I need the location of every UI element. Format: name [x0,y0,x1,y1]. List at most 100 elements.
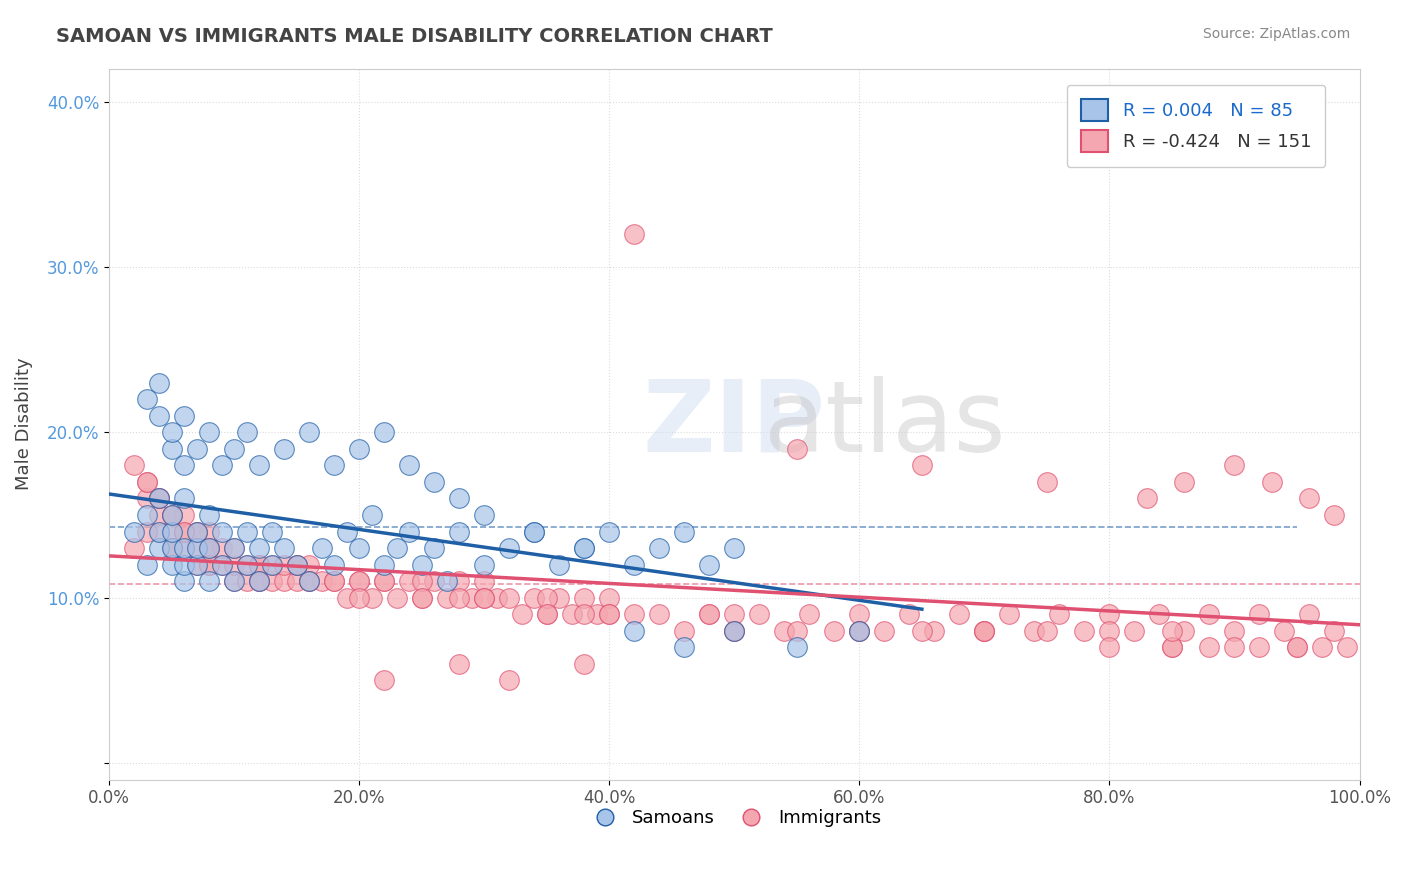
Point [224,442,246,456]
Point [198,524,221,539]
Point [160,541,183,555]
Point [148,541,170,555]
Point [449,524,471,539]
Point [1161,624,1184,638]
Point [173,491,195,506]
Point [1149,607,1171,622]
Point [224,541,246,555]
Point [598,524,620,539]
Point [336,591,359,605]
Point [948,607,970,622]
Point [848,624,870,638]
Point [198,558,221,572]
Point [247,458,270,473]
Point [723,624,745,638]
Point [799,607,821,622]
Point [873,624,896,638]
Point [1310,640,1333,655]
Point [260,558,283,572]
Point [723,624,745,638]
Point [311,574,333,589]
Point [574,607,596,622]
Point [523,524,546,539]
Point [1298,491,1320,506]
Point [323,574,346,589]
Point [385,541,408,555]
Point [498,673,520,688]
Point [398,458,420,473]
Point [523,524,546,539]
Point [148,524,170,539]
Point [1285,640,1308,655]
Point [211,558,233,572]
Point [160,442,183,456]
Point [211,558,233,572]
Point [598,607,620,622]
Point [273,541,295,555]
Point [198,541,221,555]
Point [574,541,596,555]
Point [135,524,157,539]
Point [548,591,571,605]
Point [298,574,321,589]
Point [198,425,221,440]
Point [449,491,471,506]
Point [598,607,620,622]
Point [247,558,270,572]
Point [336,524,359,539]
Point [122,524,145,539]
Point [585,607,607,622]
Point [347,574,370,589]
Point [273,574,295,589]
Point [135,475,157,489]
Point [924,624,946,638]
Point [148,491,170,506]
Point [160,524,183,539]
Point [574,591,596,605]
Point [523,591,546,605]
Point [160,508,183,522]
Point [436,591,458,605]
Point [461,591,484,605]
Point [548,558,571,572]
Point [260,524,283,539]
Point [536,591,558,605]
Point [472,508,495,522]
Point [173,524,195,539]
Point [224,558,246,572]
Point [1123,624,1146,638]
Point [160,541,183,555]
Point [472,591,495,605]
Point [148,491,170,506]
Point [224,574,246,589]
Point [472,591,495,605]
Point [235,524,257,539]
Point [1098,624,1121,638]
Point [697,607,720,622]
Point [211,458,233,473]
Point [173,541,195,555]
Point [561,607,583,622]
Point [449,574,471,589]
Point [1098,640,1121,655]
Point [135,475,157,489]
Point [1261,475,1284,489]
Point [347,574,370,589]
Point [173,458,195,473]
Point [1198,640,1220,655]
Point [347,541,370,555]
Point [173,409,195,423]
Point [186,524,208,539]
Point [648,541,671,555]
Text: ZIP: ZIP [643,376,825,473]
Point [823,624,845,638]
Point [1223,624,1246,638]
Y-axis label: Male Disability: Male Disability [15,358,32,491]
Point [848,624,870,638]
Point [848,607,870,622]
Point [898,607,921,622]
Point [1249,640,1271,655]
Point [973,624,995,638]
Point [510,607,533,622]
Point [224,541,246,555]
